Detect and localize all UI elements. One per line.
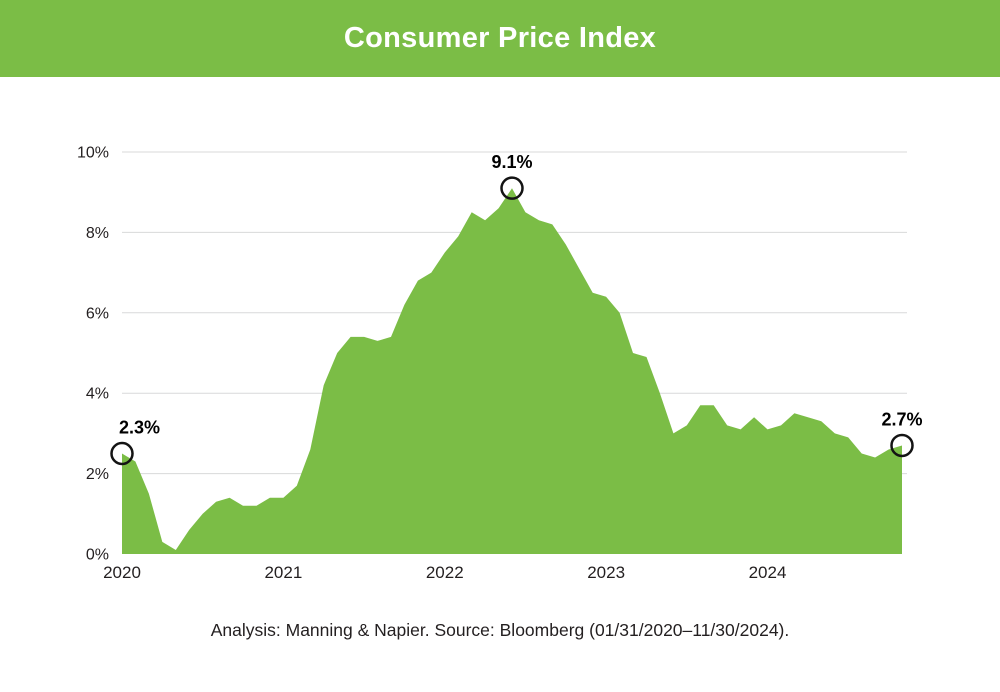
y-tick-label: 8%	[86, 225, 109, 242]
data-point-value-label: 2.3%	[119, 418, 160, 438]
y-tick-label: 4%	[86, 386, 109, 403]
y-tick-label: 2%	[86, 466, 109, 483]
y-tick-label: 10%	[77, 145, 109, 162]
chart-title: Consumer Price Index	[343, 22, 657, 54]
annotations: 2.3% 9.1% 2.7%	[110, 152, 923, 466]
data-point-value-label: 2.7%	[881, 409, 922, 429]
x-tick-label: 2022	[426, 563, 464, 582]
cpi-area-chart: 10% 8% 6% 4% 2% 0%2020 2021 2022 2023 2024 2.3% 9.1…	[77, 145, 923, 583]
data-point-marker-circle	[890, 433, 914, 458]
cpi-area-series	[122, 188, 902, 554]
x-axis-labels: 2020 2021 2022 2023 2024	[103, 563, 786, 582]
data-point-marker-circle	[500, 176, 524, 200]
x-tick-label: 2024	[749, 563, 787, 582]
chart-header: Consumer Price Index	[0, 0, 1000, 77]
source-note: Analysis: Manning & Napier. Source: Bloo…	[210, 620, 790, 640]
x-tick-label: 2020	[103, 563, 141, 582]
x-tick-label: 2021	[264, 563, 302, 582]
data-point-value-label: 9.1%	[491, 152, 532, 172]
y-tick-label: 6%	[86, 305, 109, 322]
y-tick-label: 0%	[86, 547, 109, 564]
y-axis-labels: 10% 8% 6% 4% 2% 0%	[77, 145, 109, 564]
x-tick-label: 2023	[587, 563, 625, 582]
data-point-marker-circle	[110, 441, 134, 466]
